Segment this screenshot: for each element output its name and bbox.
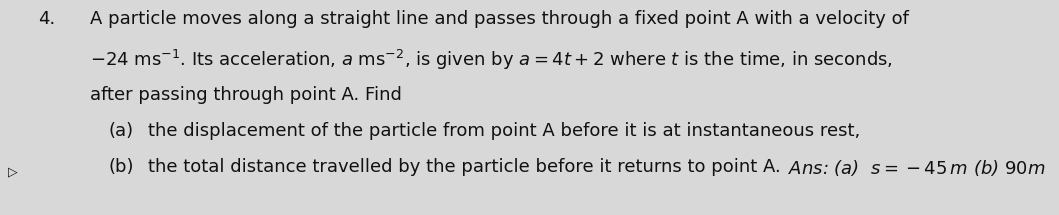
Text: the total distance travelled by the particle before it returns to point A.: the total distance travelled by the part…	[148, 158, 780, 176]
Text: 4.: 4.	[38, 10, 55, 28]
Text: Ans: (a)  $s=-45\,m$ (b) $90m$: Ans: (a) $s=-45\,m$ (b) $90m$	[788, 158, 1045, 178]
Text: A particle moves along a straight line and passes through a fixed point A with a: A particle moves along a straight line a…	[90, 10, 909, 28]
Text: the displacement of the particle from point A before it is at instantaneous rest: the displacement of the particle from po…	[148, 122, 860, 140]
Text: $-$24 ms$^{-1}$. Its acceleration, $a$ ms$^{-2}$, is given by $a=4t+2$ where $t$: $-$24 ms$^{-1}$. Its acceleration, $a$ m…	[90, 48, 893, 72]
Text: (a): (a)	[108, 122, 133, 140]
Text: after passing through point A. Find: after passing through point A. Find	[90, 86, 401, 104]
Text: ▷: ▷	[8, 165, 18, 178]
Text: (b): (b)	[108, 158, 133, 176]
